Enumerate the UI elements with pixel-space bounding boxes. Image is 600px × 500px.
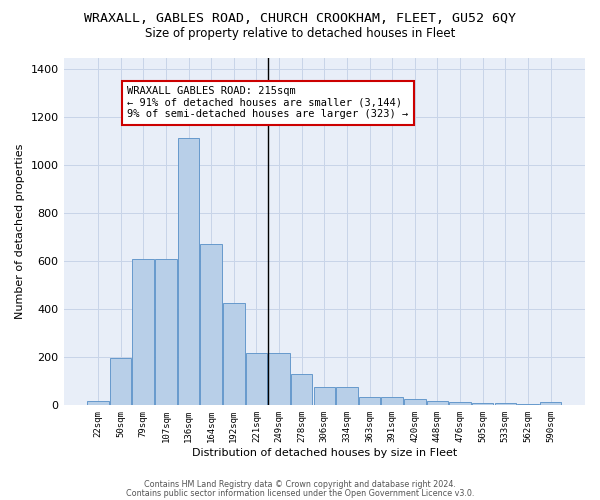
Bar <box>314 387 335 405</box>
Bar <box>200 244 222 405</box>
Bar <box>133 260 154 405</box>
Bar <box>404 399 425 405</box>
Text: WRAXALL, GABLES ROAD, CHURCH CROOKHAM, FLEET, GU52 6QY: WRAXALL, GABLES ROAD, CHURCH CROOKHAM, F… <box>84 12 516 26</box>
Bar <box>517 404 539 405</box>
Bar <box>449 402 471 405</box>
Bar <box>245 354 267 405</box>
Text: Contains public sector information licensed under the Open Government Licence v3: Contains public sector information licen… <box>126 488 474 498</box>
Bar <box>359 397 380 405</box>
Y-axis label: Number of detached properties: Number of detached properties <box>15 144 25 319</box>
Bar <box>87 400 109 405</box>
X-axis label: Distribution of detached houses by size in Fleet: Distribution of detached houses by size … <box>191 448 457 458</box>
Text: WRAXALL GABLES ROAD: 215sqm
← 91% of detached houses are smaller (3,144)
9% of s: WRAXALL GABLES ROAD: 215sqm ← 91% of det… <box>127 86 409 120</box>
Text: Contains HM Land Registry data © Crown copyright and database right 2024.: Contains HM Land Registry data © Crown c… <box>144 480 456 489</box>
Bar <box>472 403 493 405</box>
Bar <box>336 387 358 405</box>
Bar <box>110 358 131 405</box>
Bar <box>268 354 290 405</box>
Bar <box>382 397 403 405</box>
Bar <box>155 260 176 405</box>
Bar <box>223 303 245 405</box>
Bar <box>291 374 313 405</box>
Bar <box>494 403 516 405</box>
Text: Size of property relative to detached houses in Fleet: Size of property relative to detached ho… <box>145 28 455 40</box>
Bar <box>427 401 448 405</box>
Bar <box>540 402 561 405</box>
Bar <box>178 138 199 405</box>
